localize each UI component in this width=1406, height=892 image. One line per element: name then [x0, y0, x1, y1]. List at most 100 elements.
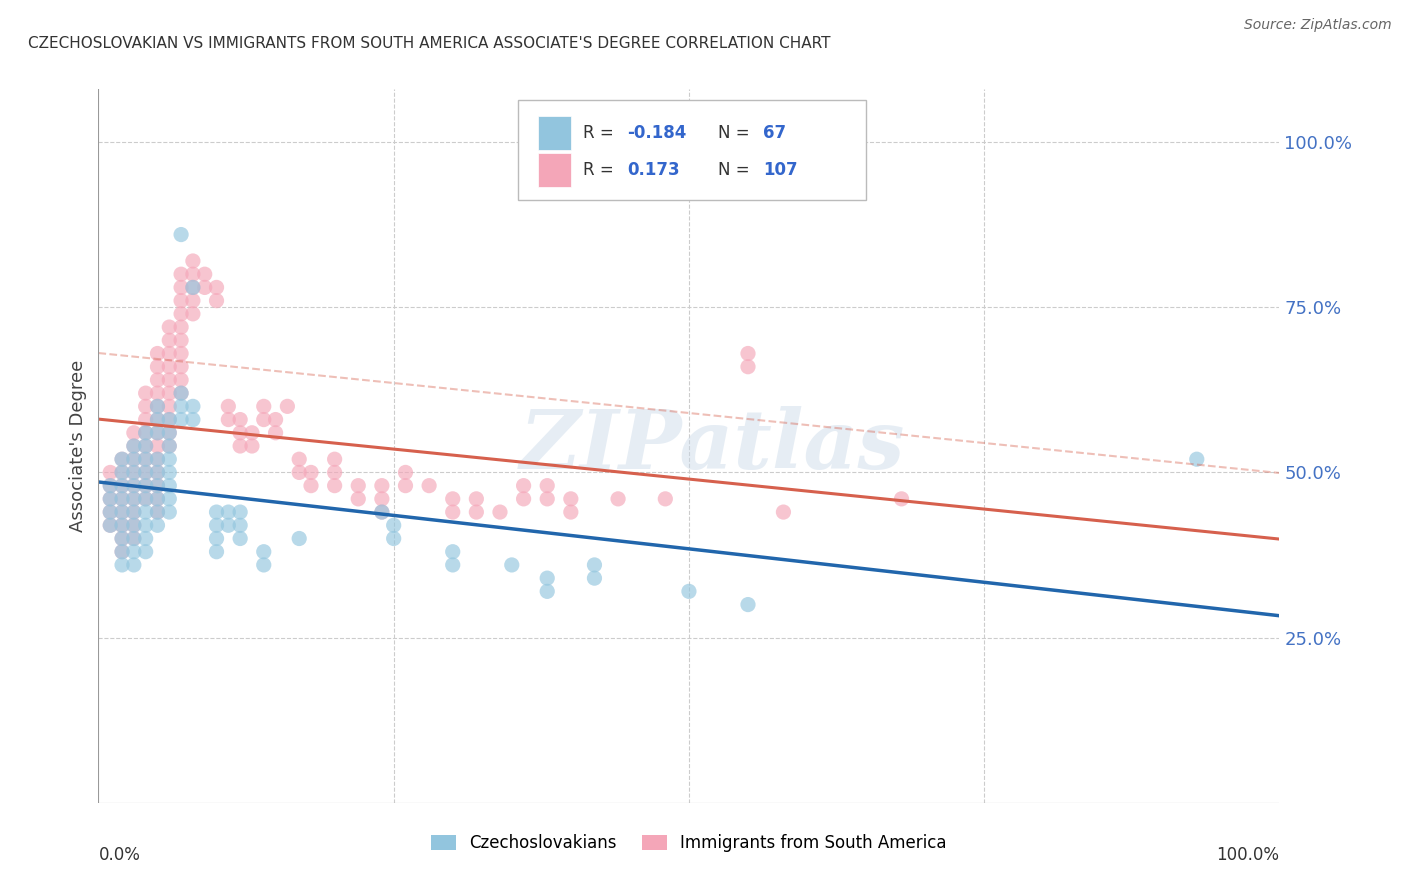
- Point: [181, 412, 204, 426]
- Point: [382, 532, 405, 546]
- Point: [288, 452, 311, 467]
- Point: [135, 439, 157, 453]
- Point: [98, 518, 121, 533]
- FancyBboxPatch shape: [537, 116, 571, 150]
- Point: [135, 505, 157, 519]
- Point: [146, 505, 169, 519]
- Point: [111, 532, 134, 546]
- Point: [146, 466, 169, 480]
- Point: [181, 267, 204, 281]
- Point: [122, 505, 145, 519]
- Point: [229, 425, 252, 440]
- Point: [229, 439, 252, 453]
- Point: [654, 491, 676, 506]
- Point: [122, 478, 145, 492]
- Text: -0.184: -0.184: [627, 124, 688, 142]
- Point: [146, 373, 169, 387]
- Point: [98, 491, 121, 506]
- Point: [217, 400, 239, 414]
- Point: [111, 466, 134, 480]
- Point: [98, 505, 121, 519]
- Point: [98, 466, 121, 480]
- Point: [111, 545, 134, 559]
- Point: [157, 386, 180, 401]
- Point: [135, 478, 157, 492]
- Point: [157, 412, 180, 426]
- Point: [512, 478, 534, 492]
- Point: [240, 425, 263, 440]
- Text: CZECHOSLOVAKIAN VS IMMIGRANTS FROM SOUTH AMERICA ASSOCIATE'S DEGREE CORRELATION : CZECHOSLOVAKIAN VS IMMIGRANTS FROM SOUTH…: [28, 36, 831, 51]
- Point: [323, 466, 346, 480]
- FancyBboxPatch shape: [537, 153, 571, 187]
- Point: [98, 505, 121, 519]
- Point: [111, 478, 134, 492]
- Point: [441, 505, 464, 519]
- Point: [111, 558, 134, 572]
- Point: [157, 400, 180, 414]
- Point: [122, 518, 145, 533]
- Point: [122, 518, 145, 533]
- Point: [135, 386, 157, 401]
- Point: [382, 518, 405, 533]
- Point: [146, 452, 169, 467]
- Point: [98, 518, 121, 533]
- Point: [371, 505, 394, 519]
- Point: [170, 373, 193, 387]
- Point: [122, 558, 145, 572]
- Point: [170, 386, 193, 401]
- Point: [170, 412, 193, 426]
- Point: [146, 359, 169, 374]
- Point: [181, 400, 204, 414]
- Point: [264, 425, 287, 440]
- Point: [135, 439, 157, 453]
- Point: [170, 359, 193, 374]
- Point: [111, 532, 134, 546]
- Point: [299, 466, 322, 480]
- Point: [217, 505, 239, 519]
- Point: [111, 518, 134, 533]
- Point: [229, 532, 252, 546]
- Point: [157, 478, 180, 492]
- Point: [583, 558, 606, 572]
- Point: [122, 532, 145, 546]
- Point: [181, 254, 204, 268]
- Point: [205, 505, 228, 519]
- Point: [371, 505, 394, 519]
- Point: [205, 532, 228, 546]
- Point: [347, 478, 370, 492]
- Point: [323, 478, 346, 492]
- Point: [122, 425, 145, 440]
- Point: [111, 505, 134, 519]
- Point: [122, 491, 145, 506]
- Point: [205, 518, 228, 533]
- Text: 67: 67: [763, 124, 786, 142]
- Point: [501, 558, 523, 572]
- Point: [135, 491, 157, 506]
- Point: [146, 478, 169, 492]
- Point: [194, 280, 217, 294]
- Point: [772, 505, 794, 519]
- Point: [122, 491, 145, 506]
- Point: [170, 267, 193, 281]
- Point: [146, 400, 169, 414]
- Point: [111, 545, 134, 559]
- Point: [181, 280, 204, 294]
- Point: [217, 412, 239, 426]
- Point: [205, 545, 228, 559]
- Point: [157, 466, 180, 480]
- Point: [111, 505, 134, 519]
- Point: [98, 491, 121, 506]
- Point: [737, 598, 759, 612]
- Point: [229, 412, 252, 426]
- Point: [111, 466, 134, 480]
- Point: [157, 505, 180, 519]
- Point: [146, 478, 169, 492]
- Text: Source: ZipAtlas.com: Source: ZipAtlas.com: [1244, 18, 1392, 32]
- Point: [418, 478, 440, 492]
- Point: [441, 491, 464, 506]
- Point: [465, 505, 488, 519]
- Point: [146, 400, 169, 414]
- Point: [560, 505, 582, 519]
- Point: [135, 466, 157, 480]
- Point: [98, 478, 121, 492]
